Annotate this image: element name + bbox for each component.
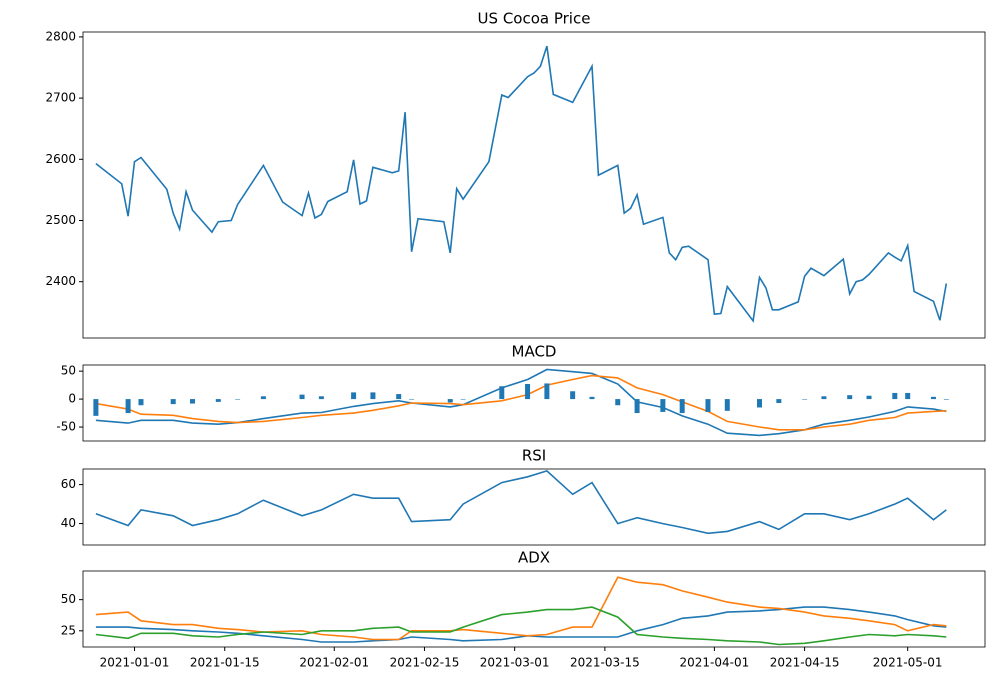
line (95, 606, 947, 646)
histogram-bar (460, 399, 466, 400)
histogram-bar (660, 399, 666, 412)
histogram-bar (170, 399, 176, 405)
histogram-bar (190, 399, 196, 404)
histogram-bar (299, 394, 305, 400)
histogram-bar (570, 391, 576, 400)
histogram-bar (93, 399, 99, 416)
histogram-bar (589, 396, 595, 400)
axes-frame (82, 570, 986, 648)
x-tick-label: 2021-02-15 (390, 656, 460, 670)
histogram-bar (525, 384, 531, 400)
histogram-bar (930, 396, 936, 400)
y-tick-label: 0 (68, 392, 76, 406)
axes-frame (82, 468, 986, 546)
histogram-bar (634, 399, 640, 414)
y-tick-label: 60 (61, 477, 76, 491)
y-tick-label: 2700 (45, 91, 76, 105)
histogram-bar (705, 399, 711, 412)
histogram-bar (802, 399, 808, 400)
line (95, 606, 947, 643)
y-tick-label: 2400 (45, 274, 76, 288)
histogram-bar (866, 395, 872, 400)
axes-frame (82, 31, 986, 339)
histogram-bar (544, 383, 550, 400)
y-tick-label: 2800 (45, 29, 76, 43)
y-tick-label: 40 (61, 516, 76, 530)
y-tick-label: 50 (61, 592, 76, 606)
y-tick-label: -50 (56, 420, 76, 434)
histogram-bar (821, 396, 827, 400)
line (95, 45, 948, 323)
histogram-bar (905, 392, 911, 400)
histogram-bar (260, 396, 266, 400)
panel-title: RSI (522, 447, 546, 465)
y-tick-label: 25 (61, 623, 76, 637)
histogram-bar (138, 399, 144, 406)
axes-frame (82, 364, 986, 442)
histogram-bar (409, 399, 415, 400)
histogram-bar (724, 399, 730, 411)
x-tick-label: 2021-04-01 (680, 656, 750, 670)
x-tick-label: 2021-03-15 (570, 656, 640, 670)
x-tick-label: 2021-02-01 (299, 656, 369, 670)
line (95, 368, 947, 437)
histogram-bar (776, 399, 782, 403)
panel-title: ADX (518, 549, 550, 567)
y-tick-label: 2600 (45, 152, 76, 166)
histogram-bar (499, 386, 505, 400)
y-tick-label: 2500 (45, 213, 76, 227)
histogram-bar (615, 399, 621, 406)
histogram-bar (235, 399, 241, 400)
histogram-bar (943, 399, 949, 400)
y-tick-label: 50 (61, 364, 76, 378)
histogram-bar (447, 399, 453, 403)
histogram-bar (757, 399, 762, 408)
histogram-bar (215, 399, 221, 402)
line (95, 576, 947, 641)
histogram-bar (370, 392, 376, 400)
x-tick-label: 2021-01-01 (100, 656, 170, 670)
histogram-bar (679, 399, 685, 414)
histogram-bar (396, 394, 402, 400)
line (95, 374, 947, 431)
histogram-bar (318, 396, 324, 400)
x-tick-label: 2021-05-01 (873, 656, 943, 670)
histogram-bar (351, 392, 357, 400)
histogram-bar (892, 392, 898, 400)
panel-title: US Cocoa Price (478, 10, 591, 28)
histogram-bar (847, 395, 853, 400)
x-tick-label: 2021-03-01 (480, 656, 550, 670)
x-tick-label: 2021-01-15 (190, 656, 260, 670)
line (95, 470, 947, 535)
histogram-bar (125, 399, 131, 414)
panel-title: MACD (512, 343, 557, 361)
x-tick-label: 2021-04-15 (770, 656, 840, 670)
